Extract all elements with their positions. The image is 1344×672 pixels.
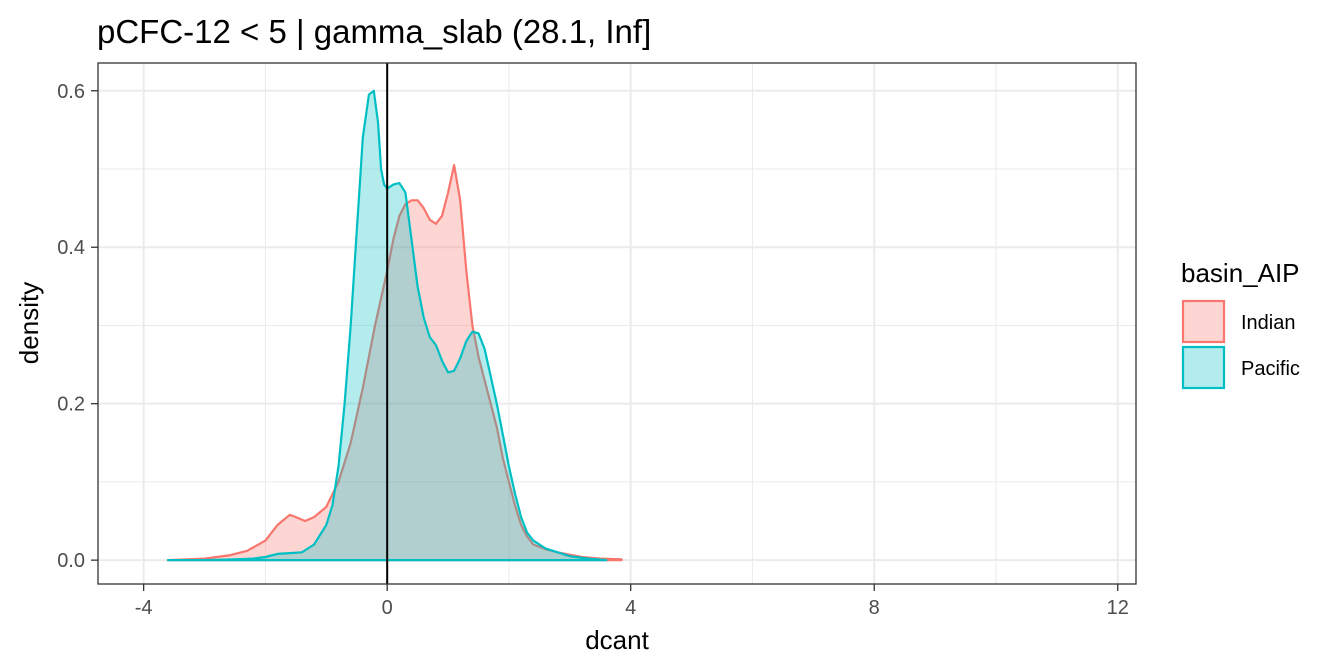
y-tick-label: 0.6 <box>57 81 85 103</box>
x-tick-label: -4 <box>135 597 153 619</box>
legend-key-indian <box>1183 301 1224 342</box>
y-tick-label: 0.0 <box>57 550 85 572</box>
y-axis-ticks: 0.0 0.2 0.4 0.6 <box>57 81 98 572</box>
x-tick-label: 12 <box>1107 597 1129 619</box>
x-tick-label: 0 <box>382 597 393 619</box>
y-tick-label: 0.4 <box>57 237 85 259</box>
y-tick-label: 0.2 <box>57 394 85 416</box>
chart-title: pCFC-12 < 5 | gamma_slab (28.1, Inf] <box>97 13 651 50</box>
legend-title: basin_AIP <box>1181 258 1300 288</box>
x-axis-title: dcant <box>585 625 649 655</box>
x-tick-label: 8 <box>869 597 880 619</box>
y-axis-title: density <box>14 282 44 364</box>
x-axis-ticks: -4 0 4 8 12 <box>135 584 1129 619</box>
x-tick-label: 4 <box>625 597 636 619</box>
legend-label-indian: Indian <box>1241 312 1296 334</box>
legend-label-pacific: Pacific <box>1241 358 1300 380</box>
legend: basin_AIP Indian Pacific <box>1181 258 1300 388</box>
plot-panel <box>98 63 1136 584</box>
legend-key-pacific <box>1183 347 1224 388</box>
